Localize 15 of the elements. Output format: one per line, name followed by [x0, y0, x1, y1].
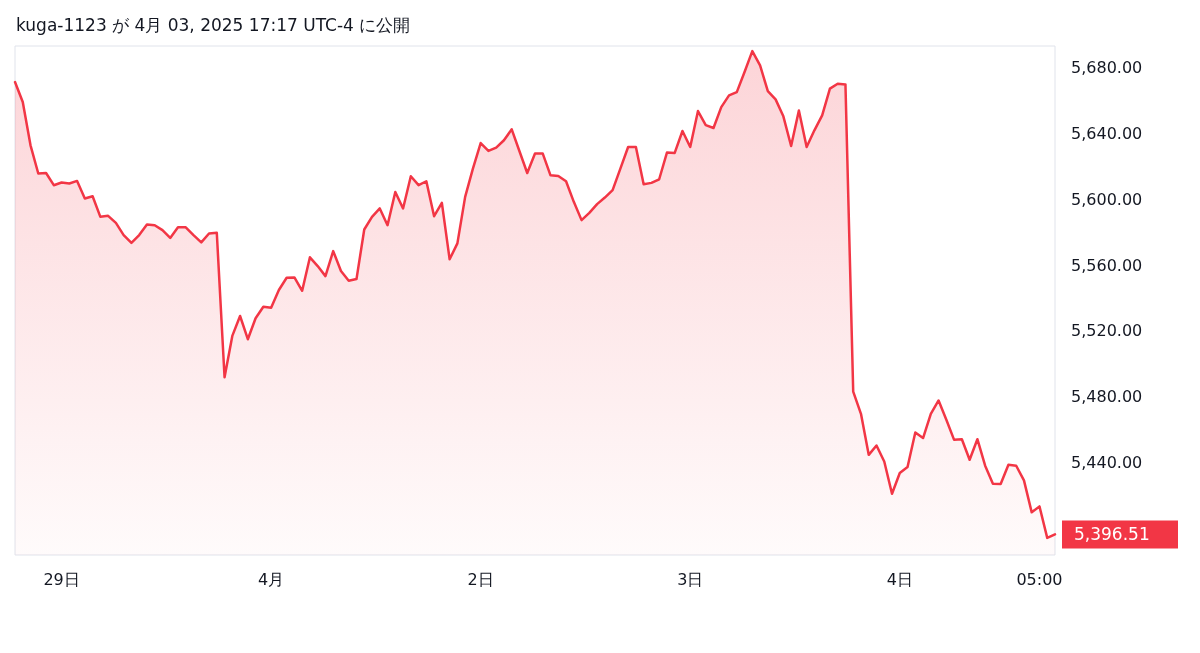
x-tick-label: 2日	[467, 569, 494, 589]
chart-title: kuga-1123 が 4月 03, 2025 17:17 UTC-4 に公開	[16, 14, 411, 37]
y-tick-label: 5,440.00	[1071, 453, 1143, 473]
y-tick-label: 5,560.00	[1071, 255, 1143, 275]
x-tick-label: 29日	[43, 569, 80, 589]
y-tick-label: 5,480.00	[1071, 387, 1143, 407]
text: 5,396.51	[1074, 524, 1150, 545]
y-tick-label: 5,600.00	[1071, 189, 1143, 209]
x-tick-label: 3日	[677, 569, 704, 589]
x-tick-label: 05:00	[1016, 569, 1063, 589]
y-tick-label: 5,680.00	[1071, 57, 1143, 77]
y-tick-label: 5,520.00	[1071, 321, 1143, 341]
x-tick-label: 4日	[886, 569, 913, 589]
y-tick-label: 5,640.00	[1071, 123, 1143, 143]
x-tick-label: 4月	[258, 569, 285, 589]
